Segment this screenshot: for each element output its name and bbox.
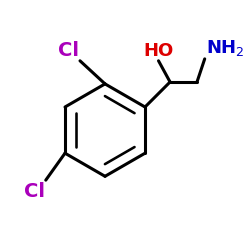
- Text: Cl: Cl: [58, 41, 79, 60]
- Text: NH$_2$: NH$_2$: [206, 38, 244, 58]
- Text: Cl: Cl: [24, 182, 45, 201]
- Text: HO: HO: [144, 42, 174, 60]
